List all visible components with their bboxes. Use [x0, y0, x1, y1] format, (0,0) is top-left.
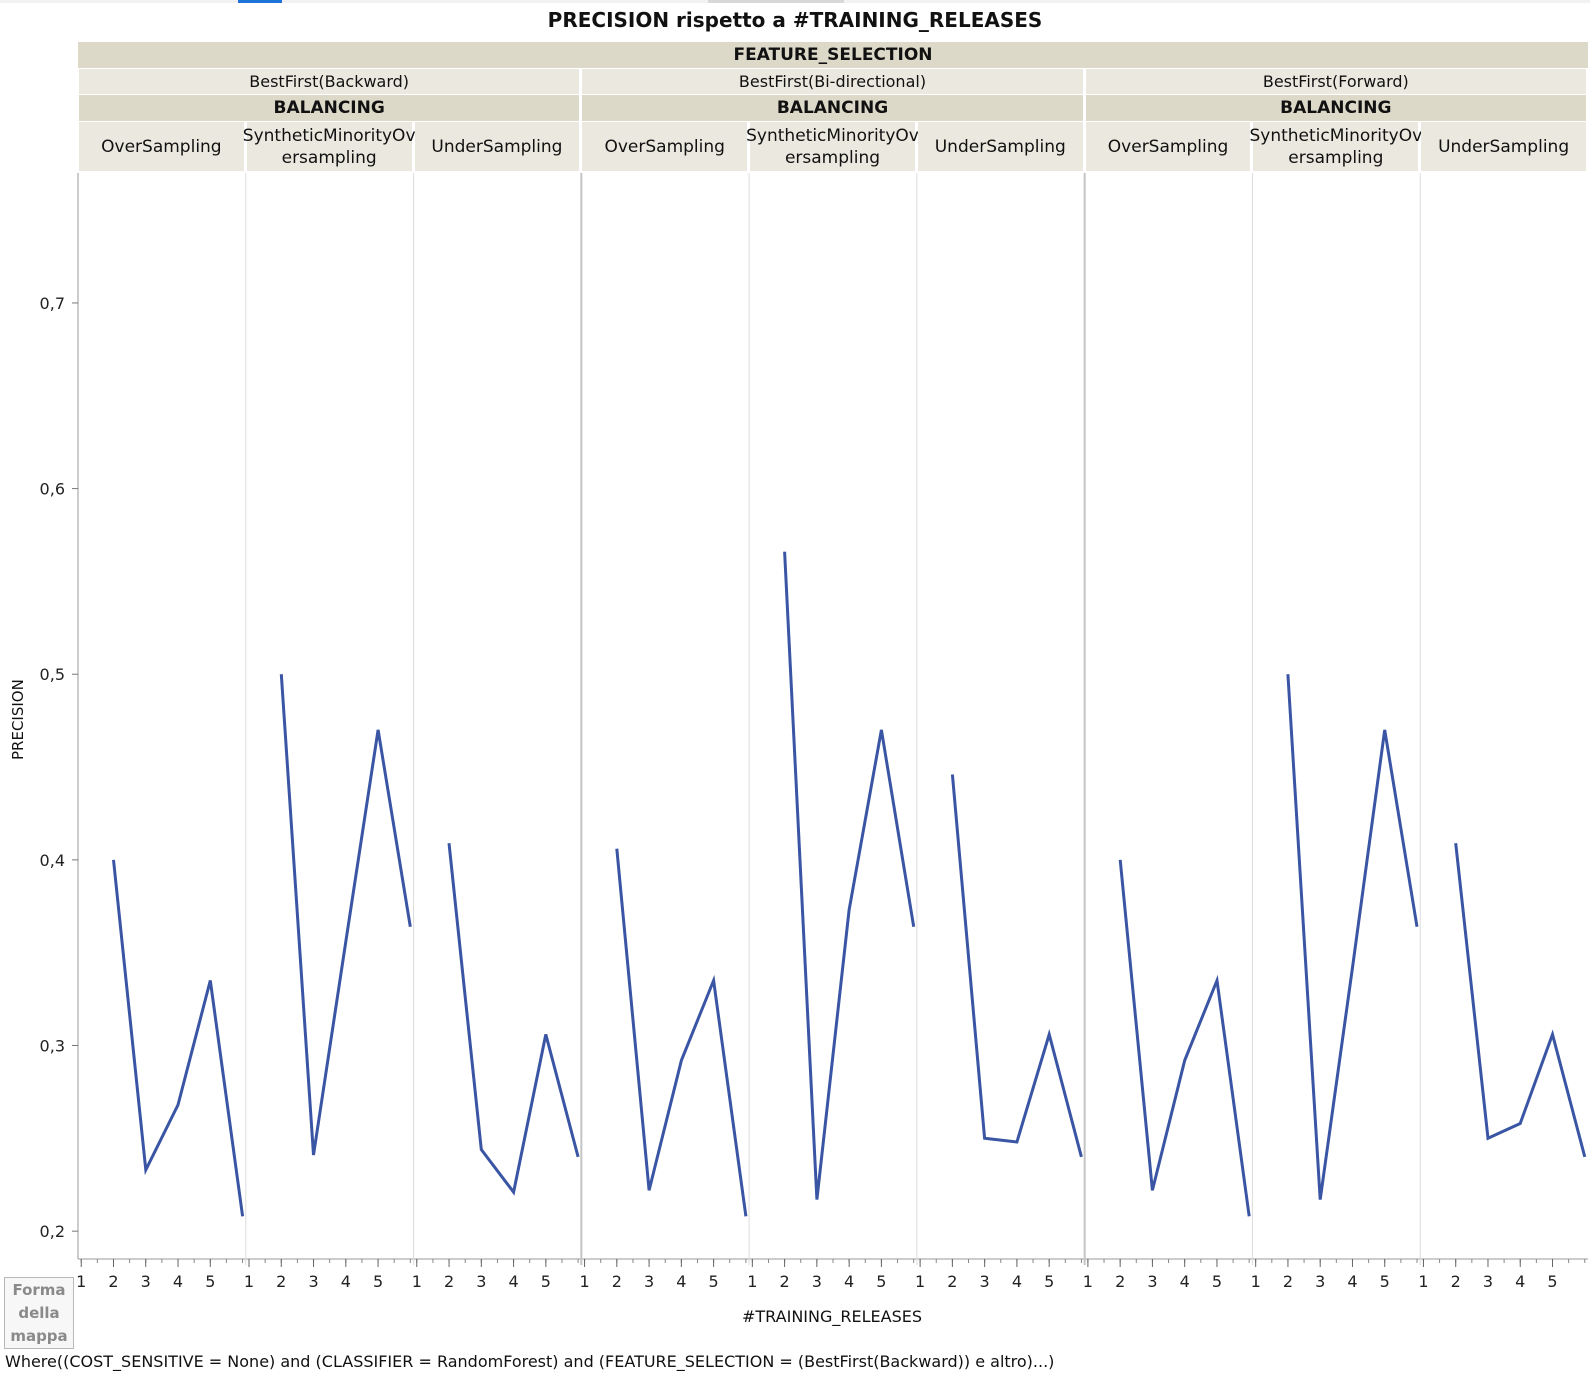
x-tick-label: 2 — [108, 1272, 118, 1291]
y-tick-label: 0,6 — [40, 480, 65, 499]
x-tick-label: 5 — [541, 1272, 551, 1291]
x-tick-label: 4 — [1347, 1272, 1357, 1291]
balancing-subgroup-header: UnderSampling — [917, 122, 1083, 171]
x-tick-label: 4 — [173, 1272, 183, 1291]
series-line — [1454, 843, 1587, 1158]
x-tick-label: 2 — [947, 1272, 957, 1291]
map-shape-drop-zone[interactable]: Forma della mappa — [4, 1277, 74, 1349]
x-tick-label: 4 — [676, 1272, 686, 1291]
x-tick-label: 1 — [1251, 1272, 1261, 1291]
x-tick-label: 3 — [476, 1272, 486, 1291]
active-tab-indicator — [238, 0, 282, 3]
series-line — [1286, 674, 1419, 1200]
feature-group-header: BestFirst(Bi-directional) — [582, 69, 1083, 94]
x-tick-label: 1 — [915, 1272, 925, 1291]
balancing-subgroup-header: SyntheticMinorityOv ersampling — [1249, 122, 1422, 171]
balancing-subgroup-header: UnderSampling — [1421, 122, 1586, 171]
balancing-subgroup-header: OverSampling — [582, 122, 748, 171]
feature-selection-header: FEATURE_SELECTION — [78, 42, 1588, 68]
balancing-subgroup-header: OverSampling — [1085, 122, 1251, 171]
x-tick-label: 2 — [612, 1272, 622, 1291]
series-line — [447, 843, 580, 1196]
x-tick-label: 5 — [709, 1272, 719, 1291]
x-tick-label: 3 — [812, 1272, 822, 1291]
x-tick-label: 3 — [980, 1272, 990, 1291]
y-tick-label: 0,4 — [40, 851, 65, 870]
balancing-subgroup-header: SyntheticMinorityOv ersampling — [746, 122, 919, 171]
x-tick-label: 2 — [444, 1272, 454, 1291]
y-tick-label: 0,7 — [40, 294, 65, 313]
x-tick-label: 4 — [508, 1272, 518, 1291]
x-tick-label: 1 — [412, 1272, 422, 1291]
x-tick-label: 3 — [1315, 1272, 1325, 1291]
x-tick-label: 3 — [644, 1272, 654, 1291]
x-tick-label: 4 — [1515, 1272, 1525, 1291]
y-tick-label: 0,5 — [40, 665, 65, 684]
x-tick-label: 5 — [1044, 1272, 1054, 1291]
balancing-subgroup-header: OverSampling — [79, 122, 244, 171]
x-tick-label: 1 — [579, 1272, 589, 1291]
x-tick-label: 3 — [141, 1272, 151, 1291]
tab-indicator — [708, 0, 844, 3]
where-clause: Where((COST_SENSITIVE = None) and (CLASS… — [5, 1352, 1055, 1371]
top-toolbar-strip — [0, 0, 1590, 3]
series-line — [950, 774, 1083, 1158]
feature-group-header: BestFirst(Forward) — [1085, 69, 1586, 94]
series-line — [1118, 859, 1251, 1217]
x-tick-label: 3 — [308, 1272, 318, 1291]
x-tick-label: 5 — [1212, 1272, 1222, 1291]
balancing-subgroup-header: UnderSampling — [414, 122, 580, 171]
series-line — [279, 674, 412, 1156]
balancing-subgroup-header: SyntheticMinorityOv ersampling — [243, 122, 416, 171]
balancing-header: BALANCING — [582, 95, 1083, 121]
balancing-header: BALANCING — [79, 95, 580, 121]
x-tick-label: 5 — [373, 1272, 383, 1291]
x-tick-label: 3 — [1483, 1272, 1493, 1291]
feature-group-header: BestFirst(Backward) — [79, 69, 580, 94]
x-tick-label: 2 — [276, 1272, 286, 1291]
x-tick-label: 1 — [1083, 1272, 1093, 1291]
x-tick-label: 4 — [1180, 1272, 1190, 1291]
chart-title: PRECISION rispetto a #TRAINING_RELEASES — [547, 8, 1043, 32]
series-line — [112, 859, 245, 1217]
x-tick-label: 4 — [1012, 1272, 1022, 1291]
x-tick-label: 1 — [76, 1272, 86, 1291]
x-tick-label: 2 — [780, 1272, 790, 1291]
y-tick-label: 0,2 — [40, 1222, 65, 1241]
series-line — [615, 848, 748, 1217]
x-tick-label: 1 — [244, 1272, 254, 1291]
x-tick-label: 5 — [1380, 1272, 1390, 1291]
x-tick-label: 4 — [844, 1272, 854, 1291]
x-tick-label: 2 — [1115, 1272, 1125, 1291]
x-tick-label: 5 — [1547, 1272, 1557, 1291]
x-tick-label: 4 — [341, 1272, 351, 1291]
y-tick-label: 0,3 — [40, 1037, 65, 1056]
x-tick-label: 2 — [1451, 1272, 1461, 1291]
series-line — [783, 551, 916, 1200]
x-tick-label: 1 — [747, 1272, 757, 1291]
balancing-header: BALANCING — [1085, 95, 1586, 121]
y-axis-label: PRECISION — [9, 679, 27, 760]
x-axis-label: #TRAINING_RELEASES — [742, 1307, 922, 1326]
x-tick-label: 3 — [1147, 1272, 1157, 1291]
x-tick-label: 5 — [205, 1272, 215, 1291]
x-tick-label: 5 — [876, 1272, 886, 1291]
x-tick-label: 1 — [1418, 1272, 1428, 1291]
x-tick-label: 2 — [1283, 1272, 1293, 1291]
